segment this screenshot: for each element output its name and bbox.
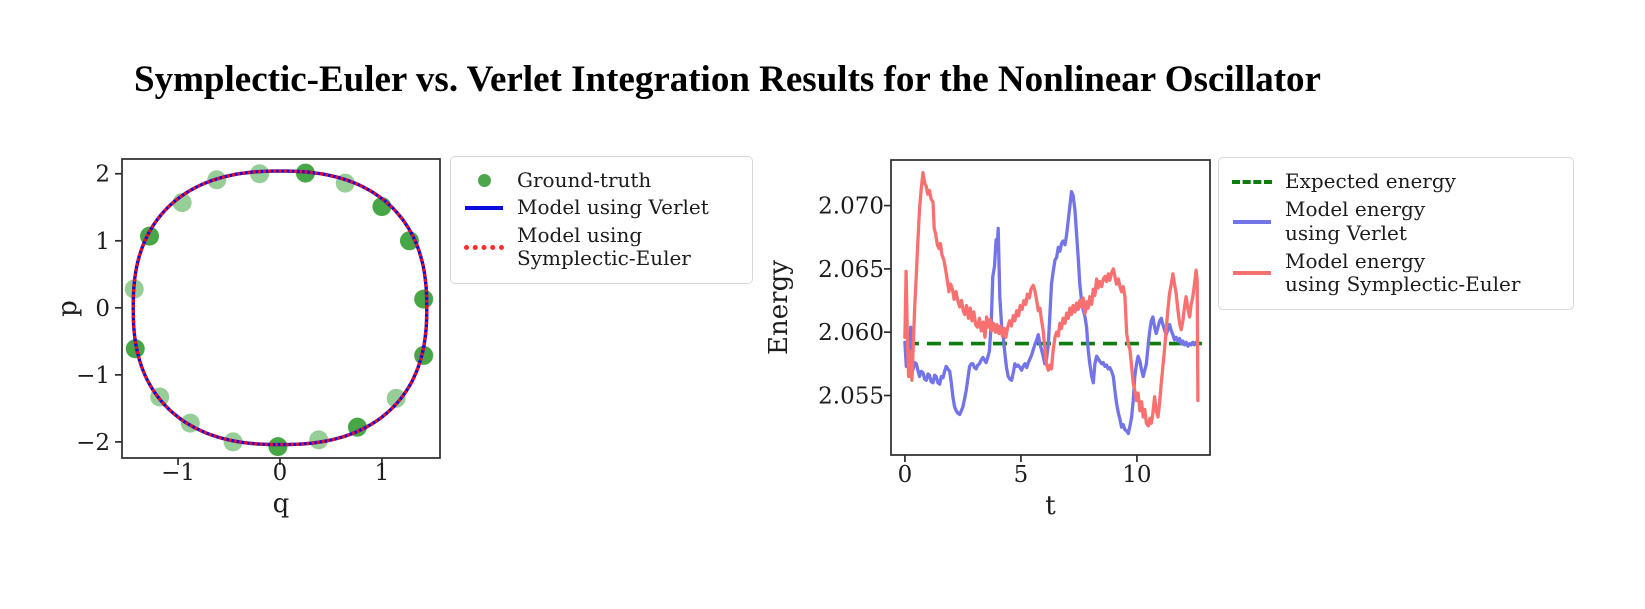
y-tick-label: 2.070: [818, 194, 884, 220]
energy-plot-frame: [890, 159, 1211, 456]
ground-truth-point: [386, 388, 406, 408]
phase-legend: Ground-truth Model using Verlet Model us…: [450, 156, 753, 284]
x-tick-label: 10: [1122, 462, 1151, 488]
symplectic-energy-line-icon: [1229, 271, 1275, 276]
ground-truth-marker-icon: [461, 174, 507, 188]
energy-plot-ylabel: Energy: [764, 260, 794, 355]
legend-row-ground-truth: Ground-truth: [461, 167, 738, 193]
x-tick-label: −1: [161, 460, 195, 486]
ground-truth-point: [268, 437, 288, 457]
x-tick-label: 1: [375, 460, 390, 486]
y-tick-label: −2: [76, 430, 110, 456]
phase-portrait-xlabel: q: [273, 489, 290, 519]
figure-title: Symplectic-Euler vs. Verlet Integration …: [134, 59, 1321, 100]
ground-truth-point: [309, 430, 329, 450]
legend-label: Expected energy: [1285, 169, 1456, 194]
symplectic-dotted-line-icon: [461, 244, 507, 250]
phase-portrait-ylabel: p: [60, 300, 83, 317]
ground-truth-point: [250, 164, 270, 184]
y-tick-label: 2.055: [818, 383, 884, 409]
x-tick-label: 5: [1014, 462, 1029, 488]
legend-row-expected-energy: Expected energy: [1229, 170, 1559, 194]
verlet-energy-line: [903, 190, 1200, 436]
legend-row-symplectic: Model using Symplectic-Euler: [461, 222, 738, 271]
verlet-line-icon: [461, 206, 507, 211]
legend-label: Model energy using Verlet: [1285, 197, 1426, 245]
legend-label: Ground-truth: [517, 167, 652, 192]
y-tick-label: 2.065: [818, 257, 884, 283]
x-tick-label: 0: [898, 462, 913, 488]
energy-plot-xlabel: t: [1045, 491, 1056, 521]
energy-plot: 0 5 10 2.055 2.060 2.065 2.070 t Energy: [764, 159, 1211, 521]
legend-label: Model using Symplectic-Euler: [517, 222, 691, 271]
y-tick-label: 0: [95, 296, 110, 322]
y-tick-label: 1: [95, 229, 110, 255]
symplectic-energy-line: [903, 171, 1200, 428]
legend-label: Model energy using Symplectic-Euler: [1285, 248, 1521, 297]
legend-row-verlet: Model using Verlet: [461, 196, 738, 220]
legend-label: Model using Verlet: [517, 195, 709, 220]
energy-legend: Expected energy Model energy using Verle…: [1218, 157, 1574, 310]
expected-energy-dashed-line-icon: [1229, 179, 1275, 184]
symplectic-orbit-dotted-line: [131, 169, 429, 447]
y-tick-label: 2.060: [818, 320, 884, 346]
legend-row-symplectic-energy: Model energy using Symplectic-Euler: [1229, 248, 1559, 297]
x-tick-label: 0: [273, 460, 288, 486]
y-tick-label: −1: [76, 363, 110, 389]
legend-row-verlet-energy: Model energy using Verlet: [1229, 197, 1559, 245]
y-tick-label: 2: [95, 162, 110, 188]
verlet-energy-line-icon: [1229, 219, 1275, 224]
phase-portrait-plot: −1 0 1 −2 −1 0 1 2 q p: [60, 158, 441, 519]
ground-truth-point: [414, 289, 434, 309]
